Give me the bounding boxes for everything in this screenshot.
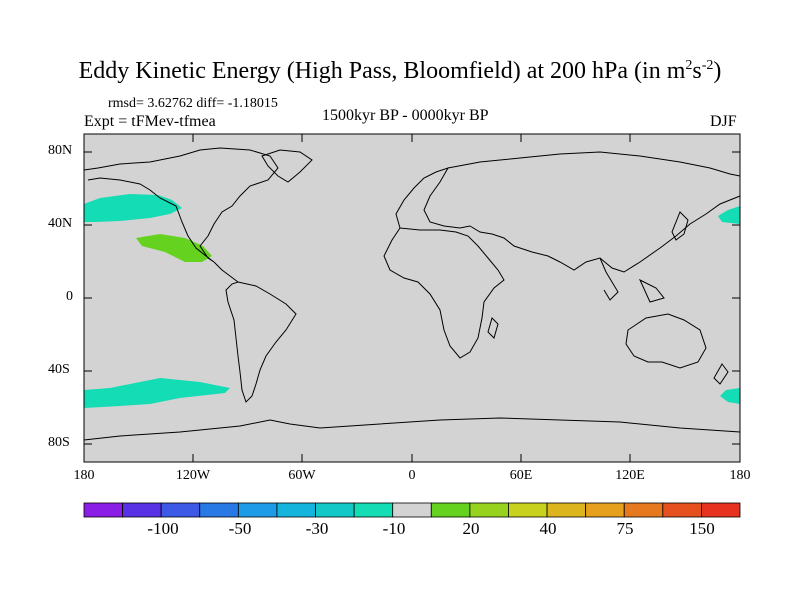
x-label-0: 0 — [408, 468, 416, 483]
coast-southeast-asia — [599, 257, 665, 303]
colorbar-swatch — [508, 502, 548, 518]
colorbar-swatch — [469, 502, 509, 518]
colorbar-swatch — [585, 502, 625, 518]
coastlines — [83, 147, 741, 441]
coast-europe — [395, 167, 471, 229]
patch-south-pacific-negative — [84, 378, 230, 408]
season-label: DJF — [710, 113, 737, 130]
colorbar-swatch — [160, 502, 201, 518]
colorbar-swatch — [237, 502, 278, 518]
colorbar-label: -30 — [305, 519, 329, 538]
colorbar-swatch — [83, 502, 123, 518]
anomaly-patches — [84, 194, 740, 408]
coast-antarctica — [83, 417, 741, 441]
patch-subtropical-pacific-positive — [136, 234, 212, 262]
y-label-0: 0 — [66, 289, 73, 304]
coast-new-zealand — [713, 363, 729, 385]
axis-ticks — [84, 134, 740, 462]
colorbar-swatch — [353, 502, 394, 518]
colorbar-label: 150 — [689, 519, 715, 538]
coast-greenland — [261, 149, 313, 183]
coast-australia — [625, 313, 707, 369]
colorbar-swatch — [546, 502, 587, 518]
patch-north-pacific-negative — [84, 194, 182, 222]
x-label-180e: 180 — [729, 468, 751, 483]
colorbar-swatch — [430, 502, 471, 518]
colorbar-swatch — [701, 502, 741, 518]
y-label-80n: 80N — [48, 143, 73, 158]
coast-africa — [383, 227, 505, 359]
x-label-180w: 180 — [73, 468, 95, 483]
map-background — [84, 134, 740, 462]
colorbar-swatch — [392, 502, 432, 518]
colorbar-label: 40 — [539, 519, 557, 538]
colorbar-swatch — [122, 502, 162, 518]
experiment-label: Expt = tFMev-tfmea — [84, 113, 216, 130]
colorbar-label: -50 — [228, 519, 252, 538]
colorbar-label: 75 — [616, 519, 634, 538]
coast-central-america — [213, 261, 239, 283]
stats-label: rmsd= 3.62762 diff= -1.18015 — [108, 96, 278, 111]
y-label-40n: 40N — [48, 216, 73, 231]
chart-title: Eddy Kinetic Energy (High Pass, Bloomfie… — [78, 58, 722, 84]
colorbar-swatch — [315, 502, 355, 518]
coast-asia — [447, 151, 741, 273]
y-label-80s: 80S — [48, 435, 70, 450]
x-label-60e: 60E — [509, 468, 533, 483]
coast-japan — [671, 211, 689, 241]
colorbar-label: 20 — [462, 519, 480, 538]
colorbar-label: -10 — [382, 519, 406, 538]
colorbar-label: -100 — [147, 519, 179, 538]
period-label: 1500kyr BP - 0000kyr BP — [322, 107, 489, 124]
colorbar-swatch — [199, 502, 239, 518]
x-label-120w: 120W — [175, 468, 211, 483]
y-label-40s: 40S — [48, 362, 70, 377]
x-label-60w: 60W — [288, 468, 316, 483]
coast-madagascar — [487, 317, 499, 339]
colorbar-swatch — [662, 502, 702, 518]
coast-north-america — [83, 147, 279, 263]
colorbar — [83, 502, 741, 518]
colorbar-swatch — [276, 502, 316, 518]
patch-north-pacific-east-negative — [718, 206, 740, 224]
patch-south-pacific-east-negative — [720, 388, 740, 404]
x-label-120e: 120E — [615, 468, 645, 483]
colorbar-swatch — [623, 502, 664, 518]
coast-south-america — [225, 281, 297, 403]
